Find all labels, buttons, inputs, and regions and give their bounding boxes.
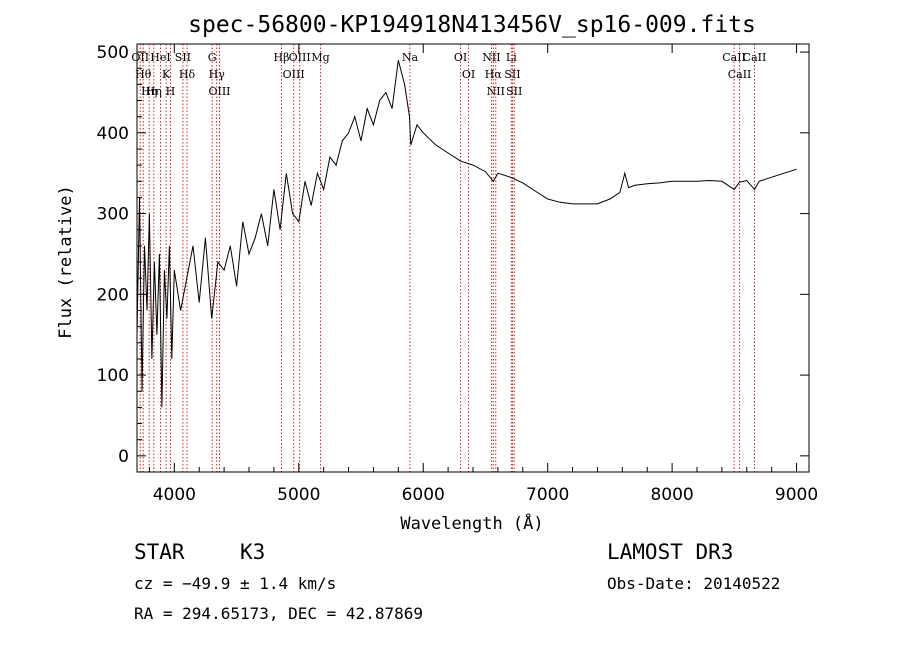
spectral-line-label: Hη	[146, 85, 162, 98]
spectral-line-label: OIII	[283, 68, 305, 81]
x-tick-label: 6000	[402, 485, 445, 505]
y-tick-label: 300	[97, 205, 129, 225]
spectral-line-label: HeI	[150, 51, 170, 64]
survey-name: LAMOST DR3	[607, 540, 734, 564]
y-axis-label: Flux (relative)	[56, 185, 76, 339]
spectral-line-label: SII	[175, 51, 191, 64]
spectral-line-label: H	[166, 85, 176, 98]
y-tick-label: 400	[97, 124, 129, 144]
redshift-velocity: cz = −49.9 ± 1.4 km/s	[134, 574, 337, 593]
plot-frame	[136, 43, 810, 473]
x-axis-label: Wavelength (Å)	[400, 512, 543, 534]
x-tick-label: 4000	[153, 485, 196, 505]
spectral-line-label: CaII	[728, 68, 752, 81]
object-class: STAR	[134, 540, 185, 564]
y-tick-label: 0	[118, 447, 129, 467]
spectral-line-label: Hα	[485, 68, 503, 81]
line-markers	[139, 44, 755, 472]
y-tick-label: 200	[97, 285, 129, 305]
spectral-line-label: NII	[487, 85, 505, 98]
obs-date: Obs-Date: 20140522	[607, 574, 781, 593]
spectral-line-label: Na	[402, 51, 419, 64]
spectral-line-label: K	[162, 68, 171, 81]
spectral-line-label: SII	[506, 85, 522, 98]
spectral-line-label: OII	[131, 51, 149, 64]
x-tick-label: 8000	[650, 485, 693, 505]
object-subclass: K3	[240, 540, 266, 564]
x-tick-label: 5000	[277, 485, 320, 505]
spectral-line-label: CaII	[722, 51, 746, 64]
spectral-line-label: OIII	[208, 85, 230, 98]
spectral-line-label: G	[208, 51, 217, 64]
y-axis: 0 100 200 300 400 500	[97, 43, 809, 467]
spectral-line-label: Hβ	[274, 51, 290, 64]
spectral-line-label: Hγ	[209, 68, 226, 81]
spectral-line-label: Hη	[141, 85, 157, 98]
spectral-line-label: Mg	[311, 51, 329, 64]
spectral-line-label: OI	[454, 51, 467, 64]
spectral-line-label: OI	[462, 68, 475, 81]
spectral-line-label: CaII	[743, 51, 767, 64]
spectral-line-label: OIII	[289, 51, 311, 64]
x-axis: 4000 5000 6000 7000 8000 9000	[148, 44, 818, 505]
y-tick-label: 500	[97, 43, 129, 63]
spectral-line-label: Li	[506, 51, 517, 64]
coordinates: RA = 294.65173, DEC = 42.87869	[134, 604, 423, 623]
spectral-line-label: Hδ	[179, 68, 196, 81]
spectral-line-label: SII	[504, 68, 520, 81]
spectral-line-label: NII	[482, 51, 500, 64]
y-tick-label: 100	[97, 366, 129, 386]
spectrum-line	[136, 60, 797, 408]
x-tick-label: 9000	[775, 485, 818, 505]
x-tick-label: 7000	[526, 485, 569, 505]
spectral-line-label: Hθ	[135, 68, 152, 81]
chart-title: spec-56800-KP194918N413456V_sp16-009.fit…	[188, 12, 756, 38]
